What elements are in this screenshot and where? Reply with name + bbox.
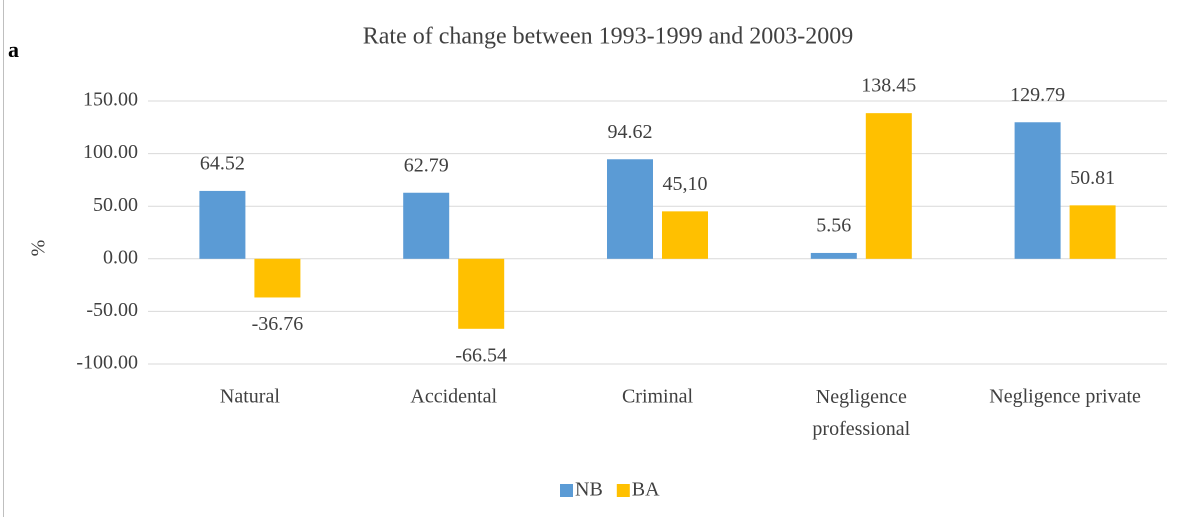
y-tick-label: 100.00: [83, 141, 138, 163]
y-tick-label: 150.00: [83, 89, 138, 111]
legend-swatch: [616, 484, 630, 497]
data-label: 129.79: [1010, 84, 1065, 106]
y-axis-label: %: [28, 240, 50, 257]
data-label: 64.52: [200, 153, 245, 175]
x-tick-label: Natural: [220, 386, 280, 408]
legend-label: BA: [632, 479, 660, 501]
data-label: -66.54: [455, 344, 507, 366]
y-tick-label: 0.00: [103, 246, 138, 268]
x-tick-label: Negligence professional: [812, 386, 910, 440]
panel-label: a: [8, 37, 19, 62]
y-tick-label: -50.00: [86, 299, 138, 321]
bar: [199, 190, 246, 259]
data-label: 62.79: [404, 154, 449, 176]
bar: [607, 159, 653, 259]
y-tick-label: -100.00: [76, 352, 138, 374]
bar: [1069, 205, 1116, 259]
x-tick-label: Negligence private: [989, 386, 1141, 408]
bar: [865, 113, 912, 259]
bar: [458, 258, 505, 329]
bar: [254, 258, 301, 298]
data-label: 94.62: [608, 121, 653, 143]
data-label: 50.81: [1070, 167, 1115, 189]
y-tick-label: 50.00: [93, 194, 138, 216]
x-tick-label: Accidental: [410, 386, 497, 408]
legend-label: NB: [575, 479, 603, 501]
data-label: -36.76: [252, 313, 304, 335]
bar: [662, 211, 708, 259]
data-label: 45,10: [663, 173, 708, 195]
x-tick-label: Criminal: [622, 386, 694, 408]
legend-swatch: [560, 484, 573, 497]
data-label: 5.56: [816, 215, 851, 237]
bar: [810, 252, 857, 259]
bar: [403, 192, 450, 259]
data-label: 138.45: [861, 75, 916, 97]
chart-title: Rate of change between 1993-1999 and 200…: [363, 24, 854, 50]
bar: [1014, 122, 1061, 259]
